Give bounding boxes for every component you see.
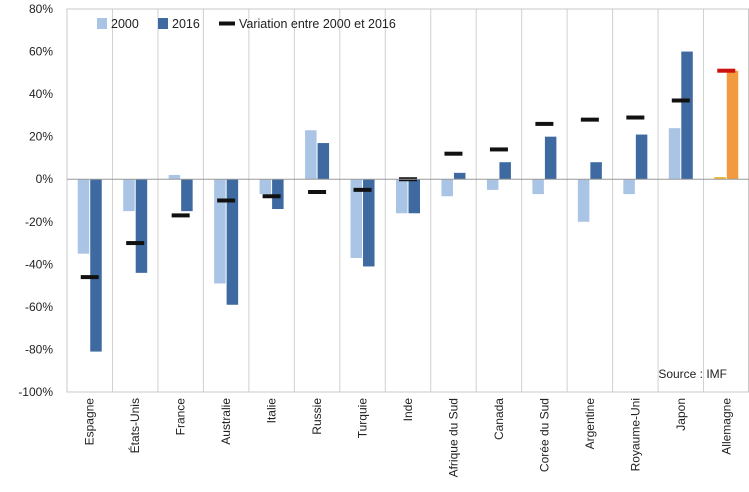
bar-2000	[623, 179, 635, 195]
y-tick-label: 0%	[36, 172, 54, 186]
y-tick-label: 40%	[29, 87, 53, 101]
variation-marker	[580, 117, 599, 122]
category-label: Royaume-Uni	[628, 398, 642, 471]
category-label: Allemagne	[719, 398, 733, 455]
bar-2016	[681, 51, 693, 180]
legend: 2000 2016 Variation entre 2000 et 2016	[97, 17, 396, 31]
y-tick-label: -60%	[25, 300, 53, 314]
bar-2016	[499, 162, 511, 180]
axes: -100% -80% -60% -40% -20% 0% 20% 40% 60% 80% Espag…	[18, 2, 749, 477]
source-note: Source : IMF	[658, 367, 727, 381]
legend-swatch-2016	[158, 18, 168, 29]
bar-2016	[226, 179, 239, 305]
bar-2016	[544, 136, 557, 180]
bar-2016	[181, 179, 193, 212]
variation-marker	[535, 121, 554, 126]
bar-2000	[214, 179, 226, 284]
bar-2000	[259, 179, 272, 195]
bar-2016	[317, 143, 330, 180]
y-tick-label: -100%	[18, 385, 53, 399]
category-label: Espagne	[83, 398, 97, 446]
y-tick-label: 20%	[29, 130, 53, 144]
legend-swatch-variation	[219, 21, 235, 26]
legend-label-variation: Variation entre 2000 et 2016	[239, 17, 396, 31]
bar-2016	[408, 179, 420, 214]
variation-marker	[444, 151, 463, 156]
bar-2000	[714, 177, 726, 180]
category-label: Inde	[401, 398, 415, 422]
bar-2000	[77, 179, 90, 254]
bar-2000	[577, 179, 590, 222]
category-label: Australie	[219, 398, 233, 445]
category-label: Italie	[265, 398, 279, 424]
bar-2016	[90, 179, 102, 352]
variation-marker	[671, 98, 690, 103]
variation-marker	[217, 198, 236, 203]
y-tick-label: -20%	[25, 215, 53, 229]
bar-2016	[363, 179, 375, 267]
bar-2016	[590, 162, 602, 180]
category-label: Turquie	[356, 398, 370, 439]
bar-2016	[272, 179, 284, 210]
bar-2016	[635, 134, 648, 180]
category-label: Argentine	[583, 398, 597, 450]
y-tick-label: -40%	[25, 257, 53, 271]
category-label: Japon	[674, 398, 688, 431]
variation-marker	[171, 213, 190, 218]
y-tick-label: 80%	[29, 2, 53, 16]
category-label: Russie	[310, 398, 324, 435]
variation-markers	[80, 68, 736, 280]
category-label: États-Unis	[127, 398, 142, 453]
y-tick-label: 60%	[29, 45, 53, 59]
category-label: Afrique du Sud	[446, 398, 460, 477]
category-label: Corée du Sud	[537, 398, 551, 472]
bar-2016	[135, 179, 148, 273]
variation-marker	[717, 68, 736, 73]
category-label: Canada	[492, 398, 506, 440]
bar-2016	[453, 172, 466, 180]
bars	[77, 51, 739, 352]
bar-2016	[726, 70, 739, 180]
legend-swatch-2000	[97, 18, 107, 29]
bar-2000	[350, 179, 363, 258]
bar-2000	[441, 179, 453, 197]
grid	[66, 8, 749, 393]
variation-marker	[353, 187, 372, 192]
bar-2000	[532, 179, 544, 195]
variation-marker	[626, 115, 645, 120]
variation-marker	[80, 275, 99, 280]
variation-marker	[308, 189, 327, 194]
plot-border	[66, 8, 749, 393]
variation-marker	[489, 147, 508, 152]
y-tick-label: -80%	[25, 342, 53, 356]
legend-label-2000: 2000	[111, 17, 139, 31]
variation-marker	[126, 241, 145, 246]
bar-2000	[668, 128, 681, 180]
variation-marker	[262, 194, 281, 199]
bar-2000	[123, 179, 135, 212]
bar-2000	[396, 179, 408, 214]
bar-2000	[486, 179, 499, 190]
bar-2000	[305, 130, 317, 180]
category-label: France	[174, 398, 188, 436]
bar-2000	[168, 174, 181, 180]
legend-label-2016: 2016	[172, 17, 200, 31]
